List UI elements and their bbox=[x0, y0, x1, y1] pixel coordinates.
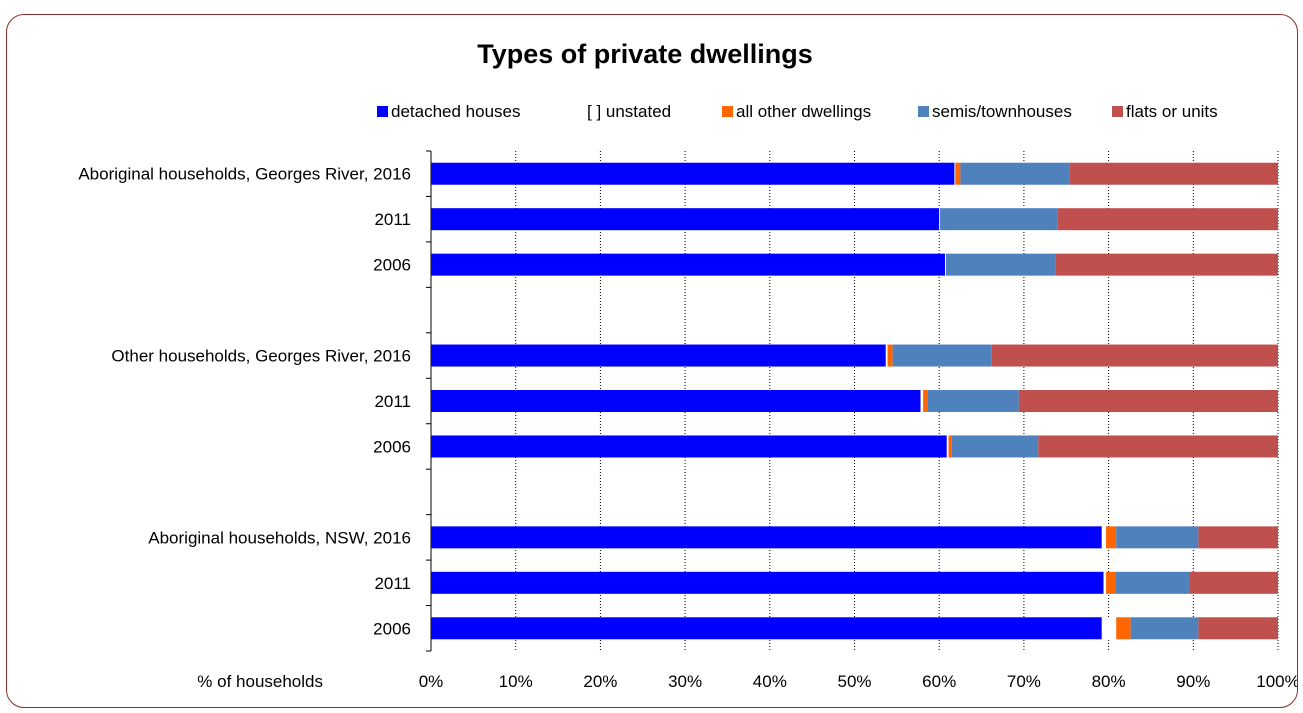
bar-segment bbox=[991, 344, 1278, 367]
category-label: 2006 bbox=[373, 619, 411, 638]
x-axis-label: % of households bbox=[197, 672, 323, 691]
bar-segment bbox=[431, 253, 946, 276]
bars bbox=[431, 162, 1278, 640]
legend-label: flats or units bbox=[1126, 102, 1218, 121]
legend-item: flats or units bbox=[1112, 102, 1218, 121]
legend-label: all other dwellings bbox=[736, 102, 871, 121]
bar-segment bbox=[1057, 208, 1278, 231]
x-tick-label: 90% bbox=[1176, 672, 1210, 691]
legend-item: detached houses bbox=[377, 102, 521, 121]
bar-segment bbox=[1198, 617, 1278, 640]
bar-segment bbox=[1116, 526, 1199, 549]
bar-segment bbox=[431, 435, 947, 458]
bar-segment bbox=[431, 571, 1104, 594]
bar-segment bbox=[1116, 617, 1131, 640]
legend-item: [ ] unstated bbox=[587, 102, 671, 121]
bar-segment bbox=[1198, 526, 1278, 549]
bar-segment bbox=[1106, 526, 1117, 549]
bar-segment bbox=[1101, 617, 1117, 640]
chart-frame: Types of private dwellings detached hous… bbox=[6, 14, 1298, 708]
bar-segment bbox=[1130, 617, 1199, 640]
x-tick-label: 70% bbox=[1007, 672, 1041, 691]
x-tick-label: 40% bbox=[753, 672, 787, 691]
legend-item: semis/townhouses bbox=[918, 102, 1072, 121]
bar-segment bbox=[1189, 571, 1278, 594]
x-tick-label: 10% bbox=[499, 672, 533, 691]
legend-item: all other dwellings bbox=[722, 102, 871, 121]
category-label: 2011 bbox=[374, 392, 411, 411]
category-label: Aboriginal households, NSW, 2016 bbox=[148, 528, 411, 547]
category-labels: Aboriginal households, Georges River, 20… bbox=[78, 165, 411, 639]
bar-segment bbox=[1103, 571, 1107, 594]
bar-segment bbox=[431, 162, 955, 185]
axis bbox=[426, 150, 432, 652]
legend-swatch bbox=[918, 106, 929, 117]
bar-segment bbox=[887, 344, 893, 367]
category-label: 2006 bbox=[373, 256, 411, 275]
legend-label: detached houses bbox=[391, 102, 521, 121]
bar-segment bbox=[945, 253, 946, 276]
bar-segment bbox=[431, 617, 1102, 640]
bar-segment bbox=[431, 344, 886, 367]
legend-label: [ ] unstated bbox=[587, 102, 671, 121]
x-tick-label: 20% bbox=[583, 672, 617, 691]
bar-segment bbox=[431, 208, 940, 231]
bar-segment bbox=[946, 435, 949, 458]
bar-segment bbox=[431, 390, 921, 412]
bar-segment bbox=[431, 526, 1102, 549]
bar-segment bbox=[940, 208, 1058, 231]
bar-segment bbox=[1038, 435, 1278, 458]
bar-segment bbox=[955, 162, 961, 185]
category-label: Other households, Georges River, 2016 bbox=[111, 347, 411, 366]
x-tick-label: 100% bbox=[1256, 672, 1297, 691]
legend-label: semis/townhouses bbox=[932, 102, 1072, 121]
legend-swatch bbox=[377, 106, 388, 117]
x-tick-label: 50% bbox=[837, 672, 871, 691]
bar-segment bbox=[939, 208, 941, 231]
bar-segment bbox=[1101, 526, 1107, 549]
category-label: 2011 bbox=[374, 574, 411, 593]
bar-segment bbox=[1055, 253, 1278, 276]
bar-segment bbox=[927, 390, 1019, 412]
x-tick-label: 30% bbox=[668, 672, 702, 691]
x-tick-label: 60% bbox=[922, 672, 956, 691]
bar-segment bbox=[960, 162, 1070, 185]
bar-segment bbox=[1069, 162, 1278, 185]
x-tick-label: 80% bbox=[1092, 672, 1126, 691]
bar-segment bbox=[954, 162, 956, 185]
bar-segment bbox=[1115, 571, 1190, 594]
chart-svg: Types of private dwellings detached hous… bbox=[78, 39, 1297, 691]
bar-segment bbox=[920, 390, 924, 412]
bar-segment bbox=[948, 435, 952, 458]
bar-segment bbox=[951, 435, 1039, 458]
category-label: 2011 bbox=[374, 210, 411, 229]
legend-swatch bbox=[722, 106, 733, 117]
x-tick-label: 0% bbox=[419, 672, 444, 691]
chart-title: Types of private dwellings bbox=[477, 39, 813, 69]
bar-segment bbox=[945, 253, 1056, 276]
category-label: Aboriginal households, Georges River, 20… bbox=[78, 165, 411, 184]
x-tick-labels: 0% 10% 20% 30% 40% 50% 60% 70% 80% 90% 100% bbox=[419, 672, 1297, 691]
legend: detached houses [ ] unstated all other dwe… bbox=[377, 102, 1218, 121]
legend-swatch bbox=[1112, 106, 1123, 117]
bar-segment bbox=[1106, 571, 1116, 594]
bar-segment bbox=[885, 344, 888, 367]
bar-segment bbox=[923, 390, 928, 412]
bar-segment bbox=[1018, 390, 1278, 412]
category-label: 2006 bbox=[373, 437, 411, 456]
bar-segment bbox=[892, 344, 992, 367]
